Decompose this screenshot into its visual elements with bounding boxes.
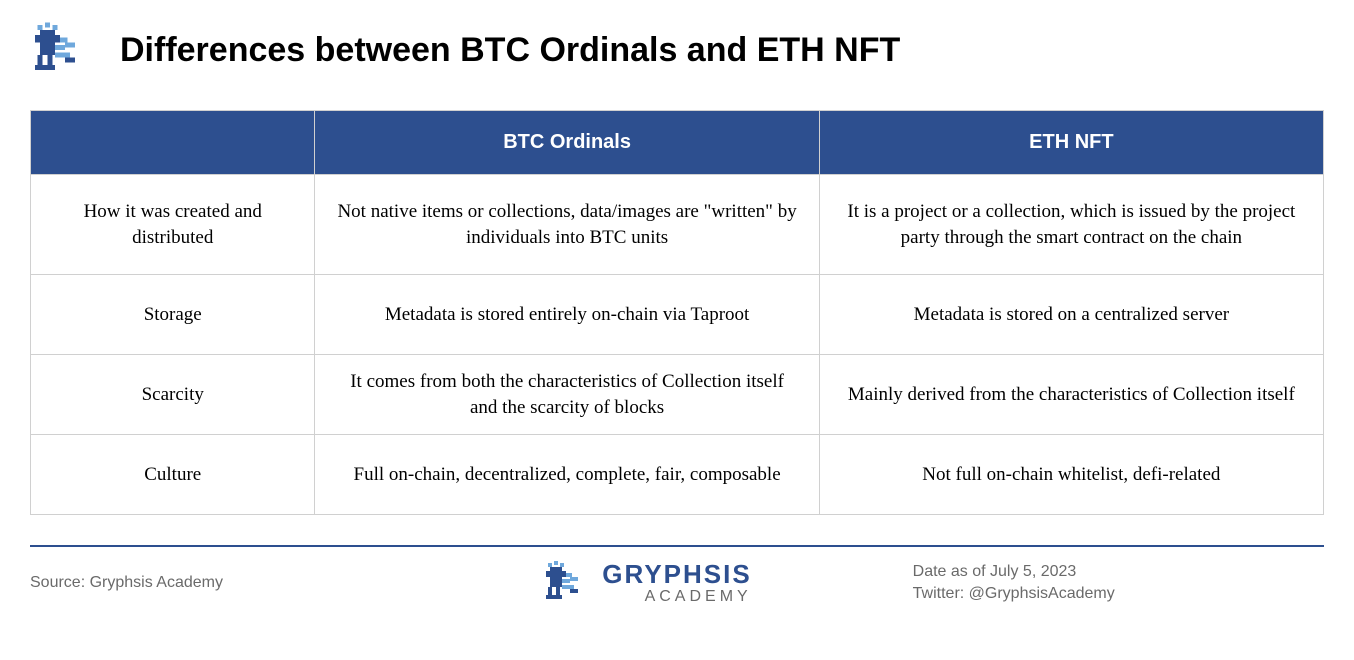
row-label: Storage: [31, 275, 315, 355]
row-label: How it was created and distributed: [31, 175, 315, 275]
footer-source: Source: Gryphsis Academy: [30, 574, 441, 592]
footer-brand: GRYPHSIS ACADEMY: [441, 559, 852, 607]
header-btc: BTC Ordinals: [315, 111, 819, 175]
row-eth: Metadata is stored on a centralized serv…: [819, 275, 1323, 355]
gryphsis-logo-icon: [542, 559, 590, 607]
brand-sub: ACADEMY: [645, 589, 752, 605]
row-eth: Mainly derived from the characteristics …: [819, 355, 1323, 435]
row-btc: Not native items or collections, data/im…: [315, 175, 819, 275]
row-eth: Not full on-chain whitelist, defi-relate…: [819, 435, 1323, 515]
footer: Source: Gryphsis Academy: [30, 559, 1324, 607]
brand-name: GRYPHSIS: [602, 561, 751, 587]
row-eth: It is a project or a collection, which i…: [819, 175, 1323, 275]
footer-twitter: Twitter: @GryphsisAcademy: [913, 583, 1324, 605]
row-label: Culture: [31, 435, 315, 515]
table-row: Storage Metadata is stored entirely on-c…: [31, 275, 1324, 355]
table-row: Culture Full on-chain, decentralized, co…: [31, 435, 1324, 515]
header-blank: [31, 111, 315, 175]
header: Differences between BTC Ordinals and ETH…: [30, 20, 1324, 80]
footer-date: Date as of July 5, 2023: [913, 561, 1324, 583]
row-btc: It comes from both the characteristics o…: [315, 355, 819, 435]
table-row: How it was created and distributed Not n…: [31, 175, 1324, 275]
gryphsis-logo-icon: [30, 20, 90, 80]
footer-divider: [30, 545, 1324, 547]
row-btc: Metadata is stored entirely on-chain via…: [315, 275, 819, 355]
footer-meta: Date as of July 5, 2023 Twitter: @Gryphs…: [853, 561, 1324, 606]
page-title: Differences between BTC Ordinals and ETH…: [120, 31, 900, 70]
row-btc: Full on-chain, decentralized, complete, …: [315, 435, 819, 515]
brand-text: GRYPHSIS ACADEMY: [602, 561, 751, 605]
comparison-table-wrap: BTC Ordinals ETH NFT How it was created …: [30, 110, 1324, 535]
header-eth: ETH NFT: [819, 111, 1323, 175]
comparison-table: BTC Ordinals ETH NFT How it was created …: [30, 110, 1324, 515]
table-row: Scarcity It comes from both the characte…: [31, 355, 1324, 435]
table-header-row: BTC Ordinals ETH NFT: [31, 111, 1324, 175]
row-label: Scarcity: [31, 355, 315, 435]
